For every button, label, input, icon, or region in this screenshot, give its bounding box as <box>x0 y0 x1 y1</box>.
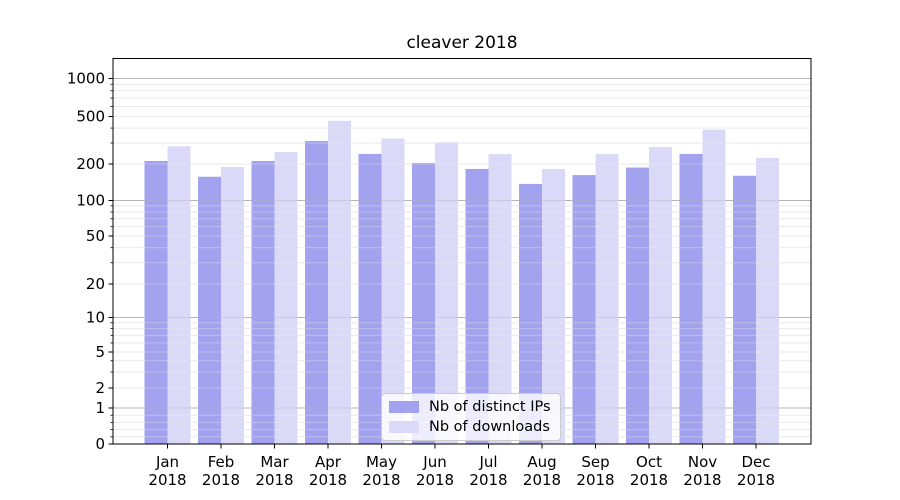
x-tick-label: Jun 2018 <box>416 453 454 489</box>
axes-frame <box>112 58 812 445</box>
y-tick-label: 0 <box>95 435 105 453</box>
x-tick-label: Aug 2018 <box>523 453 561 489</box>
legend-label-distinct-ips: Nb of distinct IPs <box>429 399 551 415</box>
bar-downloads-1 <box>221 166 244 445</box>
x-tick-label: Sep 2018 <box>576 453 614 489</box>
bar-distinct-ips-5 <box>412 162 435 444</box>
y-tick-label: 200 <box>76 155 105 173</box>
bar-distinct-ips-0 <box>144 160 168 444</box>
y-tick-label: 2 <box>95 379 105 397</box>
bar-distinct-ips-7 <box>519 183 542 444</box>
legend-swatch-downloads <box>389 421 419 433</box>
legend-item-distinct-ips: Nb of distinct IPs <box>389 398 551 416</box>
y-tick-label: 5 <box>95 343 105 361</box>
bar-downloads-7 <box>542 168 565 444</box>
y-tick-label: 10 <box>86 309 105 327</box>
bar-distinct-ips-8 <box>572 175 596 444</box>
bar-distinct-ips-2 <box>251 160 275 444</box>
bar-distinct-ips-9 <box>626 167 649 444</box>
x-tick-label: Jan 2018 <box>148 453 186 489</box>
x-tick-label: May 2018 <box>362 453 400 489</box>
bar-downloads-3 <box>328 120 351 445</box>
axis-labels: 0 1 2 5 10 20 50 100 200 500 1000 Jan 2018 Feb 2018 Mar… <box>67 70 775 490</box>
x-tick-label: Nov 2018 <box>683 453 721 489</box>
bar-distinct-ips-4 <box>358 153 382 444</box>
y-tick-label: 500 <box>76 108 105 126</box>
x-tick-label: Dec 2018 <box>737 453 775 489</box>
bar-downloads-4 <box>381 138 405 445</box>
x-tick-label: Mar 2018 <box>255 453 293 489</box>
y-tick-label: 1 <box>95 399 105 417</box>
bar-downloads-9 <box>649 147 672 444</box>
bar-distinct-ips-3 <box>305 140 328 444</box>
bar-downloads-0 <box>167 146 191 444</box>
y-tick-label: 50 <box>86 227 105 245</box>
x-tick-label: Jul 2018 <box>469 453 507 489</box>
bar-distinct-ips-1 <box>198 176 221 444</box>
x-tick-label: Apr 2018 <box>309 453 347 489</box>
chart-title: cleaver 2018 <box>406 33 518 53</box>
bar-downloads-2 <box>274 152 298 445</box>
bar-downloads-6 <box>488 154 512 444</box>
bar-distinct-ips-6 <box>465 168 489 444</box>
legend-label-downloads: Nb of downloads <box>429 419 550 435</box>
y-tick-label: 20 <box>86 275 105 293</box>
legend-item-downloads: Nb of downloads <box>389 418 551 436</box>
bar-distinct-ips-10 <box>679 153 703 444</box>
bar-downloads-10 <box>702 129 726 445</box>
y-tick-label: 100 <box>76 192 105 210</box>
legend-swatch-distinct-ips <box>389 401 419 413</box>
y-tick-label: 1000 <box>67 70 105 88</box>
bar-distinct-ips-11 <box>733 175 756 445</box>
bars <box>144 120 779 445</box>
bar-downloads-5 <box>435 142 458 444</box>
bar-downloads-8 <box>595 154 619 444</box>
x-tick-label: Oct 2018 <box>630 453 668 489</box>
x-tick-label: Feb 2018 <box>202 453 240 489</box>
bar-downloads-11 <box>756 157 779 444</box>
axis-ticks <box>108 78 757 449</box>
legend: Nb of distinct IPs Nb of downloads <box>381 393 561 441</box>
